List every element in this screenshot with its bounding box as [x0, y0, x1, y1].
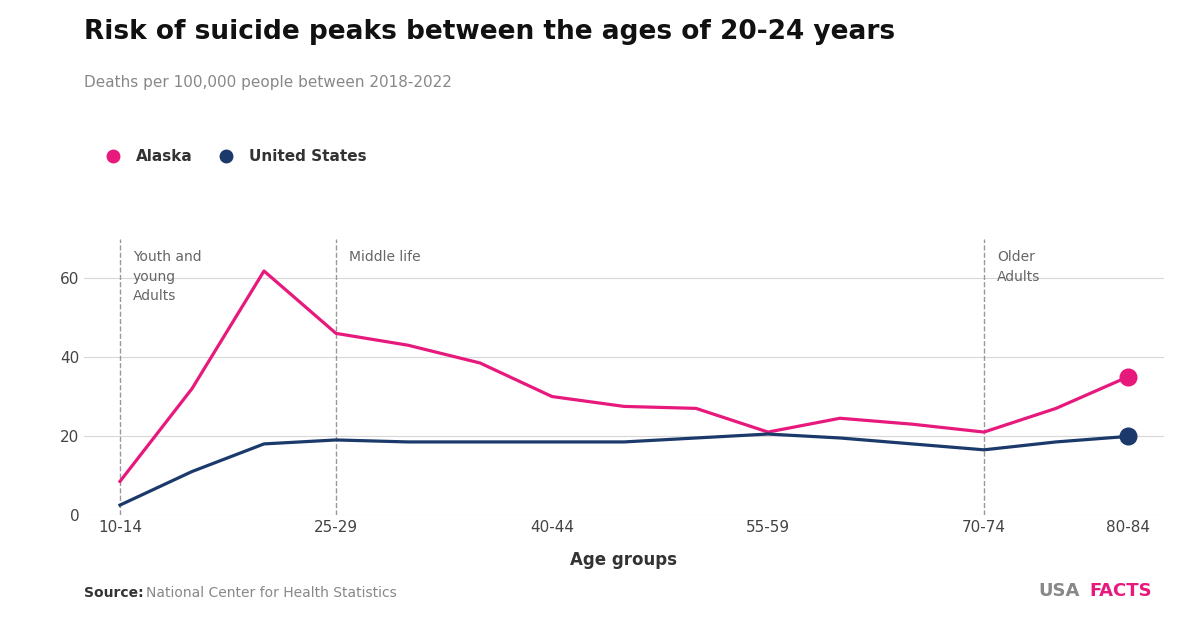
Text: Source:: Source:	[84, 586, 144, 600]
X-axis label: Age groups: Age groups	[570, 551, 678, 570]
Text: Youth and
young
Adults: Youth and young Adults	[133, 251, 202, 303]
Text: USA: USA	[1038, 582, 1079, 600]
Text: Older
Adults: Older Adults	[997, 251, 1040, 284]
Text: Deaths per 100,000 people between 2018-2022: Deaths per 100,000 people between 2018-2…	[84, 75, 452, 90]
Text: Risk of suicide peaks between the ages of 20-24 years: Risk of suicide peaks between the ages o…	[84, 19, 895, 45]
Text: FACTS: FACTS	[1090, 582, 1152, 600]
Legend: Alaska, United States: Alaska, United States	[91, 143, 373, 170]
Text: Middle life: Middle life	[349, 251, 420, 264]
Text: National Center for Health Statistics: National Center for Health Statistics	[146, 586, 397, 600]
